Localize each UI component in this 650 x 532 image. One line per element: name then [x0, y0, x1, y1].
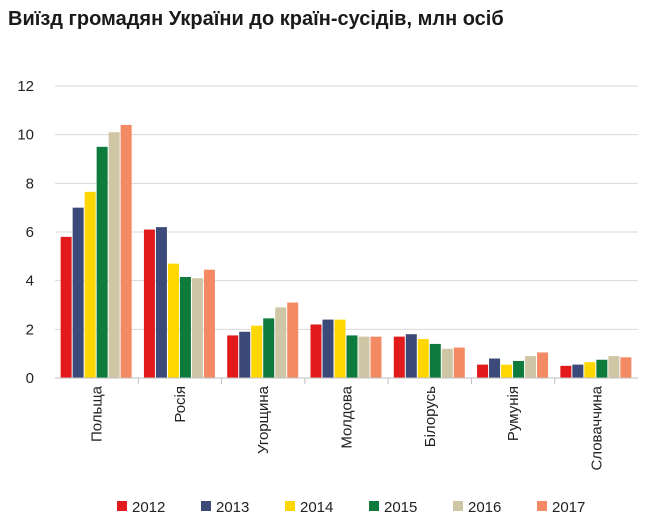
- bar-2014-4: [417, 339, 429, 378]
- bar-2015-6: [596, 359, 608, 378]
- bar-2016-4: [441, 348, 453, 378]
- bar-2016-0: [108, 132, 120, 378]
- legend-label: 2017: [552, 499, 585, 516]
- chart-title: Виїзд громадян України до країн-сусідів,…: [8, 8, 504, 30]
- bar-2015-2: [263, 318, 275, 378]
- y-tick-label: 0: [26, 370, 34, 387]
- bar-2016-1: [191, 278, 203, 378]
- legend-label: 2016: [468, 499, 501, 516]
- bar-2017-3: [370, 336, 382, 378]
- bar-2015-0: [96, 146, 108, 378]
- y-axis: 0 2 4 6 8 10 12: [17, 78, 34, 387]
- bar-2016-3: [358, 336, 370, 378]
- legend: 2012 2013 2014 2015 2016 2017: [117, 499, 585, 516]
- y-tick-label: 10: [17, 127, 34, 144]
- category-label: Молдова: [339, 385, 356, 448]
- grid-lines: [55, 85, 638, 330]
- bar-2012-1: [143, 229, 155, 378]
- y-tick-label: 6: [26, 224, 34, 241]
- bar-2012-3: [310, 324, 322, 378]
- category-label: Словаччина: [588, 385, 605, 470]
- legend-swatch-2013: [201, 501, 211, 511]
- y-tick-label: 8: [26, 175, 34, 192]
- bar-2012-2: [227, 335, 239, 378]
- legend-label: 2013: [216, 499, 249, 516]
- bar-2014-2: [251, 325, 263, 378]
- y-tick-label: 4: [26, 273, 34, 290]
- bar-2014-6: [584, 362, 596, 378]
- bar-2017-2: [287, 302, 299, 378]
- bar-2016-5: [525, 356, 537, 378]
- bar-2012-6: [560, 365, 572, 378]
- category-label: Білорусь: [422, 386, 439, 447]
- bar-2013-5: [489, 358, 501, 378]
- legend-label: 2015: [384, 499, 417, 516]
- bar-2017-5: [537, 352, 549, 378]
- legend-label: 2012: [132, 499, 165, 516]
- category-label: Польща: [89, 385, 106, 442]
- bar-2013-6: [572, 364, 584, 378]
- bar-2012-4: [393, 336, 405, 378]
- bar-2014-3: [334, 319, 346, 378]
- bar-2012-5: [477, 364, 489, 378]
- bars: [60, 124, 632, 378]
- bar-2015-4: [429, 343, 441, 378]
- category-label: Угорщина: [255, 385, 272, 454]
- bar-2017-0: [120, 124, 132, 378]
- bar-2017-4: [453, 347, 465, 378]
- bar-2016-6: [608, 356, 620, 378]
- bar-2013-3: [322, 319, 334, 378]
- bar-2015-3: [346, 335, 358, 378]
- legend-swatch-2016: [453, 501, 463, 511]
- y-tick-label: 2: [26, 321, 34, 338]
- bar-2014-1: [167, 263, 179, 378]
- legend-swatch-2015: [369, 501, 379, 511]
- bar-2012-0: [60, 236, 72, 378]
- legend-swatch-2012: [117, 501, 127, 511]
- category-label: Румунія: [505, 386, 522, 441]
- legend-swatch-2017: [537, 501, 547, 511]
- category-label: Росія: [172, 386, 189, 423]
- bar-2015-1: [179, 277, 191, 378]
- bar-2017-1: [203, 269, 215, 378]
- bar-2013-2: [239, 331, 251, 378]
- bar-2013-0: [72, 207, 84, 378]
- legend-label: 2014: [300, 499, 333, 516]
- bar-2014-5: [501, 364, 513, 378]
- x-axis: Польща Росія Угорщина Молдова Білорусь Румуні…: [55, 377, 638, 471]
- bar-2013-1: [155, 227, 167, 378]
- bar-2017-6: [620, 357, 632, 378]
- bar-2014-0: [84, 191, 96, 378]
- y-tick-label: 12: [17, 78, 34, 95]
- bar-2013-4: [405, 334, 417, 378]
- bar-2015-5: [513, 360, 525, 378]
- legend-swatch-2014: [285, 501, 295, 511]
- bar-2016-2: [275, 307, 287, 378]
